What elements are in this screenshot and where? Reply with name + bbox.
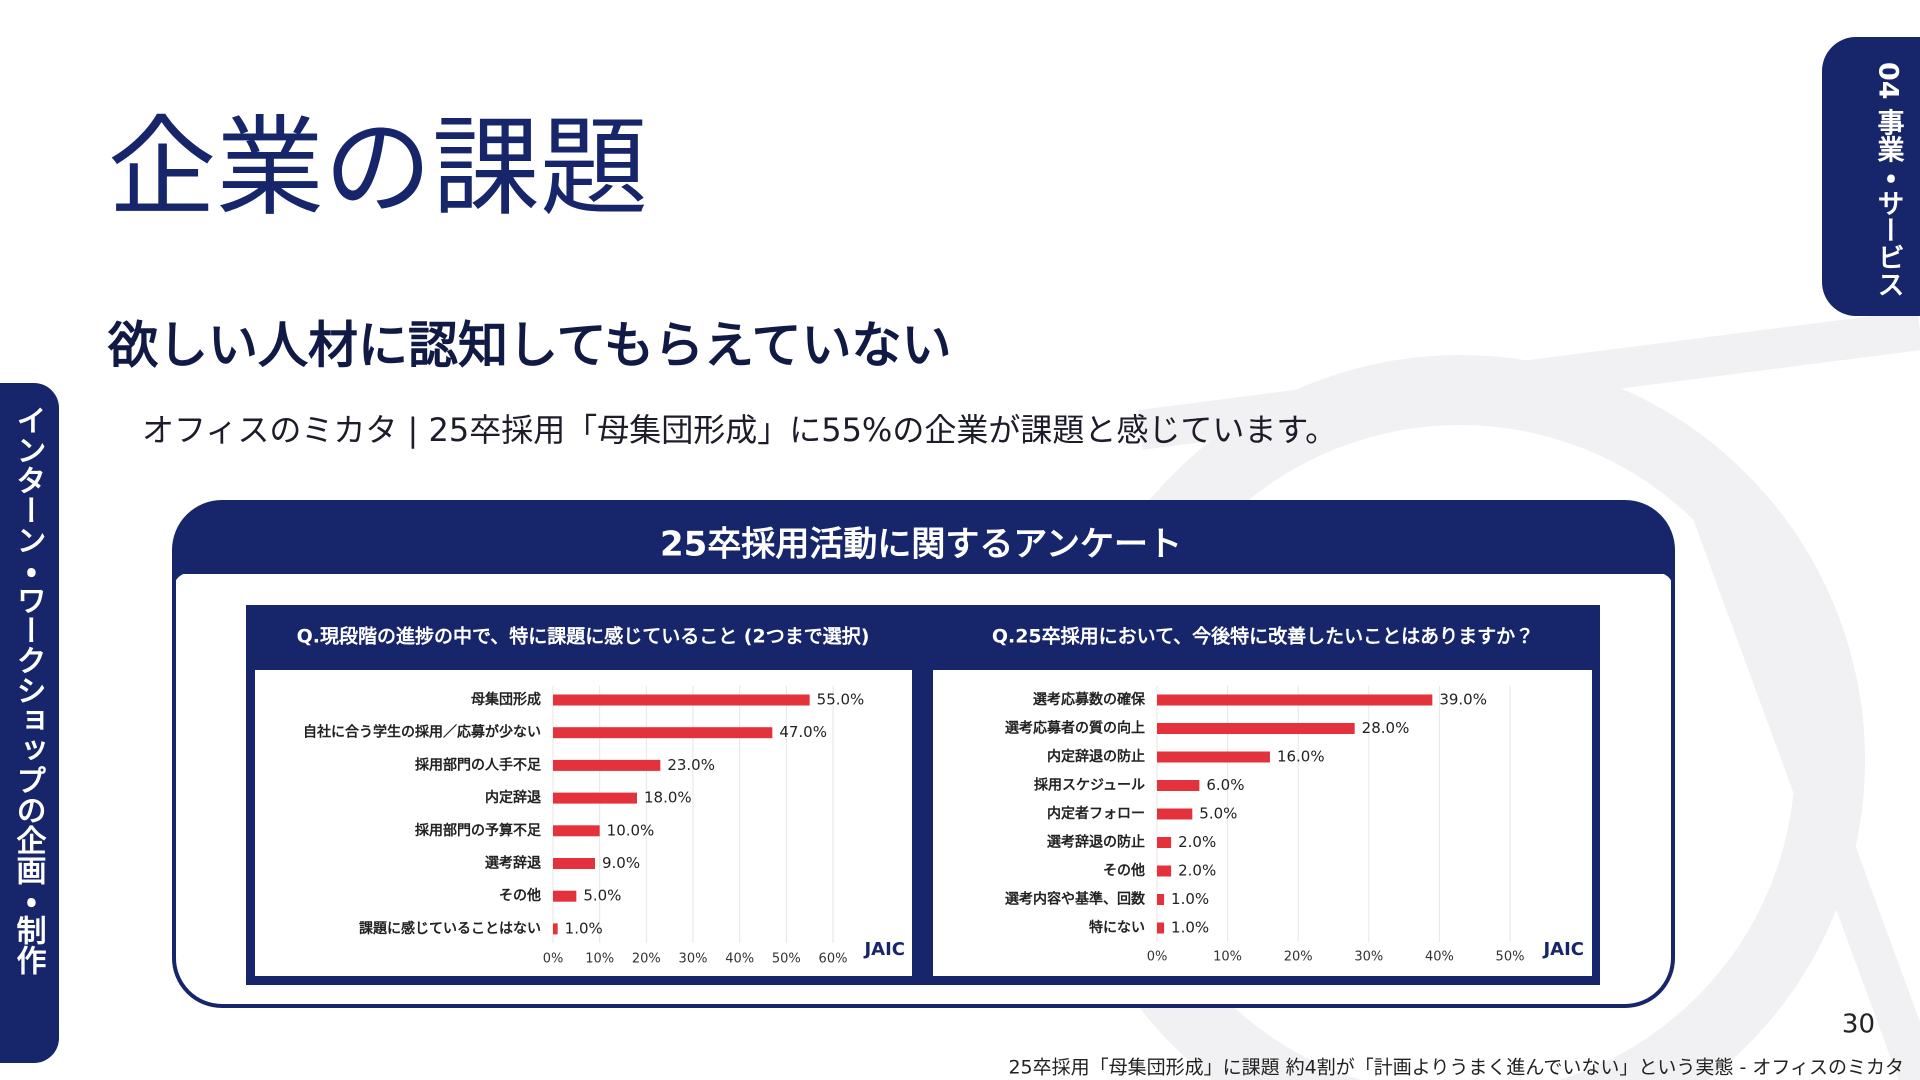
x-tick-label: 20% bbox=[1284, 950, 1313, 965]
x-tick-label: 10% bbox=[585, 952, 614, 967]
x-tick-label: 30% bbox=[679, 952, 708, 967]
x-tick-label: 30% bbox=[1354, 950, 1383, 965]
bar bbox=[1157, 865, 1172, 877]
bar bbox=[553, 694, 810, 706]
source-note: 25卒採用「母集団形成」に課題 約4割が「計画よりうまく進んでいない」という実態… bbox=[1008, 1057, 1904, 1079]
chart-area bbox=[255, 670, 912, 976]
category-label: その他 bbox=[499, 887, 541, 904]
x-tick-label: 50% bbox=[772, 952, 801, 967]
category-label: 選考内容や基準、回数 bbox=[1005, 891, 1146, 908]
value-label: 16.0% bbox=[1277, 748, 1325, 766]
survey-title: 25卒採用活動に関するアンケート bbox=[660, 525, 1182, 565]
x-tick-label: 20% bbox=[632, 952, 661, 967]
side-tab bbox=[0, 383, 59, 1063]
bar bbox=[1157, 751, 1270, 763]
value-label: 1.0% bbox=[1171, 890, 1209, 908]
x-tick-label: 60% bbox=[819, 952, 848, 967]
x-tick-label: 0% bbox=[1147, 950, 1168, 965]
chart-title: Q.25卒採用において、今後特に改善したいことはありますか？ bbox=[992, 625, 1534, 648]
category-label: 選考応募者の質の向上 bbox=[1005, 720, 1145, 737]
slide-title: 企業の課題 bbox=[108, 106, 648, 231]
value-label: 1.0% bbox=[1171, 919, 1209, 937]
value-label: 5.0% bbox=[583, 887, 621, 905]
section-tab bbox=[1822, 37, 1920, 316]
survey-header-band bbox=[174, 560, 1673, 574]
value-label: 5.0% bbox=[1199, 805, 1237, 823]
value-label: 2.0% bbox=[1178, 862, 1216, 880]
x-tick-label: 40% bbox=[1425, 950, 1454, 965]
category-label: その他 bbox=[1103, 862, 1145, 879]
x-tick-label: 40% bbox=[725, 952, 754, 967]
x-tick-label: 10% bbox=[1213, 950, 1242, 965]
heading: 欲しい人材に認知してもらえていない bbox=[107, 317, 952, 375]
value-label: 2.0% bbox=[1178, 833, 1216, 851]
value-label: 39.0% bbox=[1439, 691, 1487, 709]
page-number: 30 bbox=[1842, 1010, 1875, 1040]
x-tick-label: 50% bbox=[1496, 950, 1525, 965]
category-label: 採用部門の予算不足 bbox=[415, 822, 542, 839]
logo: JAIC bbox=[862, 939, 905, 960]
category-label: 内定辞退の防止 bbox=[1047, 748, 1145, 765]
bar bbox=[1157, 837, 1172, 848]
bar bbox=[1157, 723, 1355, 734]
category-label: 内定辞退 bbox=[485, 789, 541, 806]
value-label: 9.0% bbox=[602, 854, 640, 872]
category-label: 採用部門の人手不足 bbox=[415, 756, 542, 773]
value-label: 18.0% bbox=[644, 789, 692, 807]
value-label: 6.0% bbox=[1206, 776, 1244, 794]
category-label: 特にない bbox=[1089, 919, 1145, 936]
value-label: 10.0% bbox=[607, 821, 655, 839]
bar bbox=[553, 727, 773, 739]
bar bbox=[553, 890, 577, 902]
bar bbox=[553, 858, 595, 869]
side-tab-label: インターン・ワークショップの企画・制作 bbox=[11, 405, 47, 975]
chart-area bbox=[933, 670, 1592, 976]
category-label: 母集団形成 bbox=[471, 691, 541, 708]
category-label: 選考辞退の防止 bbox=[1047, 834, 1145, 851]
category-label: 採用スケジュール bbox=[1034, 777, 1145, 794]
category-label: 課題に感じていることはない bbox=[359, 920, 541, 937]
bar bbox=[553, 759, 661, 771]
bar bbox=[553, 792, 637, 804]
value-label: 55.0% bbox=[817, 691, 865, 709]
value-label: 1.0% bbox=[565, 919, 603, 937]
bar bbox=[1157, 894, 1165, 905]
bar bbox=[1157, 780, 1200, 791]
chart-title: Q.現段階の進捗の中で、特に課題に感じていること (2つまで選択) bbox=[297, 625, 870, 648]
category-label: 選考辞退 bbox=[485, 855, 541, 872]
category-label: 内定者フォロー bbox=[1047, 805, 1145, 822]
value-label: 28.0% bbox=[1362, 719, 1410, 737]
category-label: 自社に合う学生の採用／応募が少ない bbox=[303, 724, 541, 741]
category-label: 選考応募数の確保 bbox=[1033, 691, 1146, 708]
bar bbox=[1157, 808, 1193, 820]
bar bbox=[553, 825, 600, 837]
section-tab-label: 04 事業・サービス bbox=[1873, 62, 1905, 298]
x-tick-label: 0% bbox=[543, 952, 564, 967]
bar bbox=[1157, 922, 1165, 934]
bar bbox=[553, 923, 558, 935]
value-label: 23.0% bbox=[667, 756, 715, 774]
logo: JAIC bbox=[1541, 939, 1584, 960]
bar bbox=[1157, 694, 1433, 706]
value-label: 47.0% bbox=[779, 723, 827, 741]
lead-text: オフィスのミカタ | 25卒採用「母集団形成」に55%の企業が課題と感じています… bbox=[142, 411, 1337, 449]
